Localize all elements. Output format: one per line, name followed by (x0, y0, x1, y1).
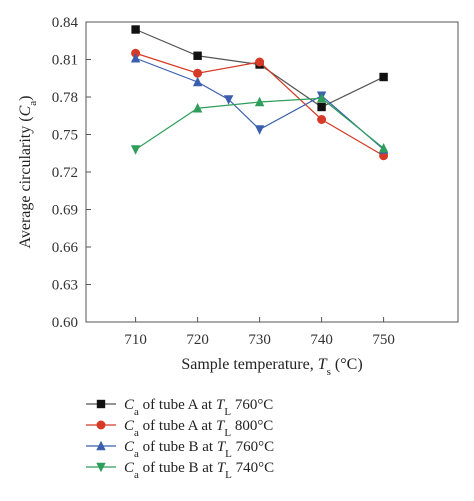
y-tick-label: 0.78 (52, 90, 78, 106)
legend-item: Ca of tube A at TL 760°C (86, 397, 273, 418)
legend-item: Ca of tube B at TL 740°C (86, 460, 274, 481)
x-axis-title: Sample temperature, Ts (°C) (181, 356, 362, 378)
data-point (254, 125, 265, 135)
legend-label: Ca of tube A at TL 800°C (124, 418, 273, 439)
plot-area-frame (85, 21, 459, 323)
series-2 (131, 48, 389, 161)
legend-marker (96, 420, 106, 430)
series-4 (130, 93, 389, 155)
x-tick-label: 710 (124, 332, 147, 348)
data-point (192, 76, 203, 87)
y-tick-label: 0.60 (52, 315, 78, 331)
y-tick-label: 0.75 (52, 128, 78, 144)
legend-marker (96, 399, 106, 409)
data-point (193, 68, 203, 78)
y-tick-label: 0.66 (52, 240, 79, 256)
legend-label: Ca of tube B at TL 760°C (124, 439, 274, 460)
x-tick-label: 720 (186, 332, 209, 348)
x-tick-label: 740 (310, 332, 333, 348)
data-point (316, 93, 327, 103)
series-line (135, 57, 384, 150)
legend-marker (96, 440, 106, 451)
data-point (130, 53, 141, 63)
y-tick-label: 0.63 (52, 278, 78, 294)
data-point (192, 103, 203, 113)
legend-label: Ca of tube B at TL 740°C (124, 460, 274, 481)
legend-label: Ca of tube A at TL 760°C (124, 397, 273, 418)
x-tick-label: 730 (248, 332, 271, 348)
axis-ticks: 0.60 0.63 0.66 0.69 0.72 0.75 0.78 0.81 0.84 710 7… (52, 15, 395, 348)
legend: Ca of tube A at TL 760°CCa of tube A at … (86, 397, 274, 481)
y-tick-label: 0.72 (52, 165, 78, 181)
legend-item: Ca of tube A at TL 800°C (86, 418, 273, 439)
data-point (255, 57, 265, 67)
series-layer (130, 25, 389, 161)
y-axis-title: Average circularity (Ca) (17, 96, 39, 249)
data-point (378, 143, 389, 153)
y-tick-label: 0.81 (52, 53, 78, 69)
data-point (193, 51, 202, 60)
data-point (379, 72, 388, 82)
data-point (317, 115, 327, 124)
legend-item: Ca of tube B at TL 760°C (86, 439, 274, 460)
legend-marker (96, 462, 106, 473)
x-tick-label: 750 (372, 332, 395, 348)
data-point (130, 145, 141, 155)
y-tick-label: 0.84 (52, 15, 79, 31)
y-tick-label: 0.69 (52, 203, 78, 219)
data-point (223, 95, 234, 105)
data-point (317, 102, 326, 112)
data-point (131, 25, 140, 34)
data-point (254, 96, 265, 107)
